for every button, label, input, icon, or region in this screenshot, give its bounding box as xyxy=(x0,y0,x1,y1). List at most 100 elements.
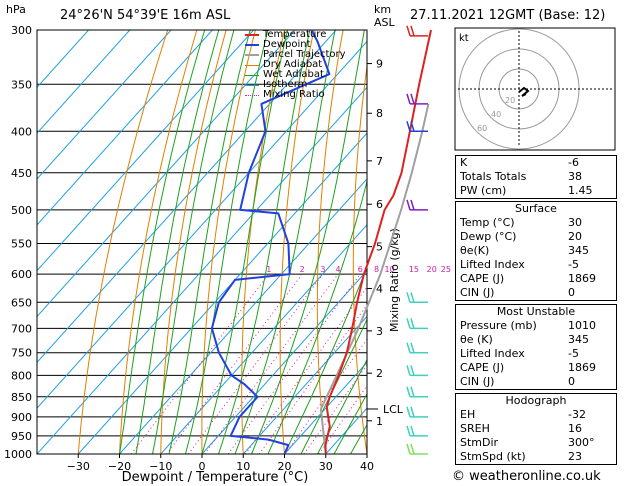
pressure-unit-label: hPa xyxy=(6,3,26,16)
lcl-label: LCL xyxy=(383,403,404,416)
km-tick-label: 9 xyxy=(376,58,383,71)
legend-label: Mixing Ratio xyxy=(263,89,325,100)
wind-barb-feather xyxy=(410,93,415,105)
asl-label: ASL xyxy=(374,16,395,29)
pressure-tick-label: 650 xyxy=(11,296,32,309)
mixing-ratio-line xyxy=(284,338,367,454)
wind-barb-icon xyxy=(406,292,428,304)
hodograph-row: EH -32 xyxy=(456,408,616,422)
most-unstable-panel: Most Unstable Pressure (mb) 1010 θe (K) 345… xyxy=(455,304,617,390)
wind-barb-feather xyxy=(410,121,415,132)
hodograph-rows: EH -32 SREH 16 StmDir 300° StmSpd (kt) 23 xyxy=(456,408,616,464)
wind-barb-feather xyxy=(410,443,415,455)
temp-tick-label: −20 xyxy=(108,460,131,473)
wet-adiabat-line xyxy=(185,30,269,454)
surface-value: 1869 xyxy=(568,272,596,285)
hodograph-name: StmSpd (kt) xyxy=(460,450,526,463)
surface-row: θe(K) 345 xyxy=(456,244,616,258)
location-label: 24°26'N 54°39'E 16m ASL xyxy=(60,8,231,23)
legend-swatch xyxy=(245,94,259,96)
dry-adiabat-line xyxy=(241,30,286,454)
surface-rows: Temp (°C) 30 Dewp (°C) 20 θe(K) 345 Lifted Ind… xyxy=(456,216,616,300)
surface-value: 20 xyxy=(568,230,582,243)
hodograph-row: StmDir 300° xyxy=(456,436,616,450)
temp-tick-label: −30 xyxy=(67,460,90,473)
surface-row: CIN (J) 0 xyxy=(456,286,616,300)
unstable-name: Pressure (mb) xyxy=(460,319,537,332)
wind-barbs-layer xyxy=(406,25,428,455)
wind-barb-feather xyxy=(406,342,411,353)
unstable-value: 345 xyxy=(568,333,589,346)
x-axis-label: Dewpoint / Temperature (°C) xyxy=(121,470,309,485)
isotherm-line xyxy=(160,224,367,454)
wet-adiabat-line xyxy=(300,318,367,454)
wind-barb-icon xyxy=(406,318,428,330)
pressure-tick-label: 800 xyxy=(11,369,32,382)
surface-name: Temp (°C) xyxy=(460,216,515,229)
isotherm-line xyxy=(77,132,367,454)
wind-barb-feather xyxy=(406,121,411,132)
temp-tick-label: 10 xyxy=(236,460,250,473)
surface-value: 345 xyxy=(568,244,589,257)
temp-tick-label: 0 xyxy=(199,460,206,473)
mixing-ratio-line xyxy=(258,304,367,454)
index-value: -6 xyxy=(568,156,579,169)
skewt-lines-layer xyxy=(37,30,367,454)
surface-value: -5 xyxy=(568,258,579,271)
wind-barb-feather xyxy=(410,292,415,303)
mixing-ratio-label: 2 xyxy=(300,265,305,274)
unstable-value: 1869 xyxy=(568,361,596,374)
legend-item-temperature: Temperature xyxy=(245,30,346,40)
pressure-tick-label: 950 xyxy=(11,430,32,443)
mixing-ratio-label: 25 xyxy=(441,265,451,274)
wind-barb-feather xyxy=(406,292,411,303)
wet-adiabat-line xyxy=(251,30,365,454)
surface-row: Lifted Index -5 xyxy=(456,258,616,272)
index-name: PW (cm) xyxy=(460,184,507,197)
km-tick-label: 7 xyxy=(376,155,383,168)
legend-label: Dewpoint xyxy=(263,39,311,50)
height-unit-label: km ASL xyxy=(374,3,395,29)
hodograph-ring-label: 40 xyxy=(491,110,501,119)
mixing-ratio-label: 6 xyxy=(358,265,363,274)
unstable-value: 1010 xyxy=(568,319,596,332)
dry-adiabat-line xyxy=(160,30,227,454)
isotherm-line xyxy=(284,361,367,454)
pressure-tick-label: 550 xyxy=(11,237,32,250)
hodograph: kt 20 40 60 xyxy=(454,27,616,151)
hodograph-ring-label: 60 xyxy=(477,124,487,133)
hodograph-name: SREH xyxy=(460,422,490,435)
pressure-tick-label: 900 xyxy=(11,411,32,424)
index-name: K xyxy=(460,156,468,169)
dry-adiabat-line xyxy=(352,62,367,454)
unstable-value: -5 xyxy=(568,347,579,360)
legend-label: Temperature xyxy=(263,29,327,40)
wind-barb-icon xyxy=(406,365,428,377)
datetime-label: 27.11.2021 12GMT (Base: 12) xyxy=(410,8,606,23)
wind-barb-icon xyxy=(406,406,428,418)
wind-barb-icon xyxy=(406,342,428,354)
surface-row: Dewp (°C) 20 xyxy=(456,230,616,244)
wind-barb-icon xyxy=(406,93,428,105)
pressure-tick-label: 450 xyxy=(11,167,32,180)
index-value: 1.45 xyxy=(568,184,593,197)
panel-title: Surface xyxy=(515,202,557,215)
mixing-ratio-line xyxy=(244,286,367,454)
mixing-ratio-label: 4 xyxy=(336,265,341,274)
wind-barb-feather xyxy=(406,199,411,211)
legend-item-mixing-ratio: Mixing Ratio xyxy=(245,90,346,100)
pressure-tick-label: 500 xyxy=(11,204,32,217)
dry-adiabat-line xyxy=(119,30,198,454)
credit-link[interactable]: © weatheronline.co.uk xyxy=(452,469,601,484)
wet-adiabat-line xyxy=(135,30,220,454)
panel-title: Hodograph xyxy=(505,394,567,407)
wet-adiabat-line xyxy=(201,30,289,454)
unstable-rows: Pressure (mb) 1010 θe (K) 345 Lifted Index -5… xyxy=(456,319,616,389)
surface-name: Lifted Index xyxy=(460,258,525,271)
chart-legend: Temperature Dewpoint Parcel Trajectory D… xyxy=(245,30,346,100)
parcel-trajectory-line xyxy=(319,103,430,455)
mixing-ratio-axis-label: Mixing Ratio (g/kg) xyxy=(388,228,401,332)
wind-barb-feather xyxy=(406,425,411,437)
wind-barb-icon xyxy=(406,443,428,455)
surface-name: θe(K) xyxy=(460,244,490,257)
